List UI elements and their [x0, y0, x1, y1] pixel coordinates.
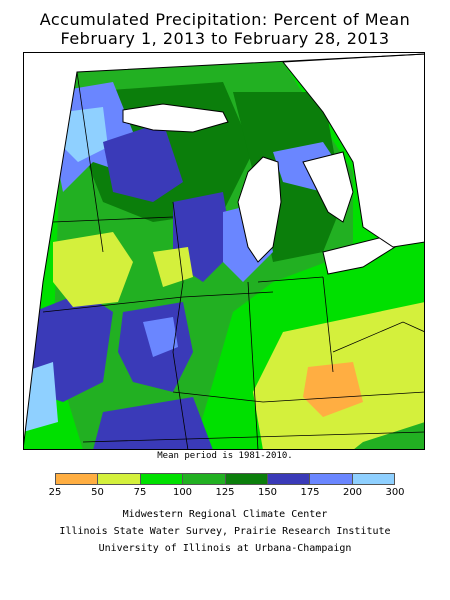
legend-label: 175 — [300, 487, 320, 498]
legend-swatch — [352, 474, 394, 484]
lake-michigan — [237, 156, 282, 263]
lake-erie — [322, 236, 405, 275]
legend-label: 125 — [215, 487, 235, 498]
legend-swatch — [98, 474, 141, 484]
legend-labels: 25 50 75 100 125 150 175 200 300 — [49, 487, 405, 501]
map-title-line1: Accumulated Precipitation: Percent of Me… — [39, 10, 411, 29]
legend-label: 300 — [385, 487, 405, 498]
legend-swatch — [225, 474, 268, 484]
legend-label: 25 — [48, 487, 62, 498]
state-borders — [42, 71, 425, 450]
credit-line1: Midwestern Regional Climate Center — [122, 509, 328, 520]
legend-swatch — [56, 474, 99, 484]
lake-huron — [302, 151, 354, 223]
legend-swatch — [267, 474, 311, 484]
legend-label: 75 — [133, 487, 147, 498]
legend-label: 50 — [91, 487, 104, 498]
legend-swatch — [140, 474, 184, 484]
precipitation-map — [23, 52, 425, 450]
credit-line3: University of Illinois at Urbana-Champai… — [98, 543, 352, 554]
lake-superior — [122, 103, 229, 133]
legend-label: 200 — [342, 487, 363, 498]
legend-swatch — [183, 474, 226, 484]
map-title-line2: February 1, 2013 to February 28, 2013 — [60, 29, 390, 48]
legend-swatch — [310, 474, 353, 484]
legend-label: 100 — [172, 487, 193, 498]
mean-period-note: Mean period is 1981-2010. — [157, 451, 293, 461]
legend-label: 150 — [257, 487, 278, 498]
credit-line2: Illinois State Water Survey, Prairie Res… — [59, 526, 391, 537]
color-legend — [55, 473, 395, 485]
